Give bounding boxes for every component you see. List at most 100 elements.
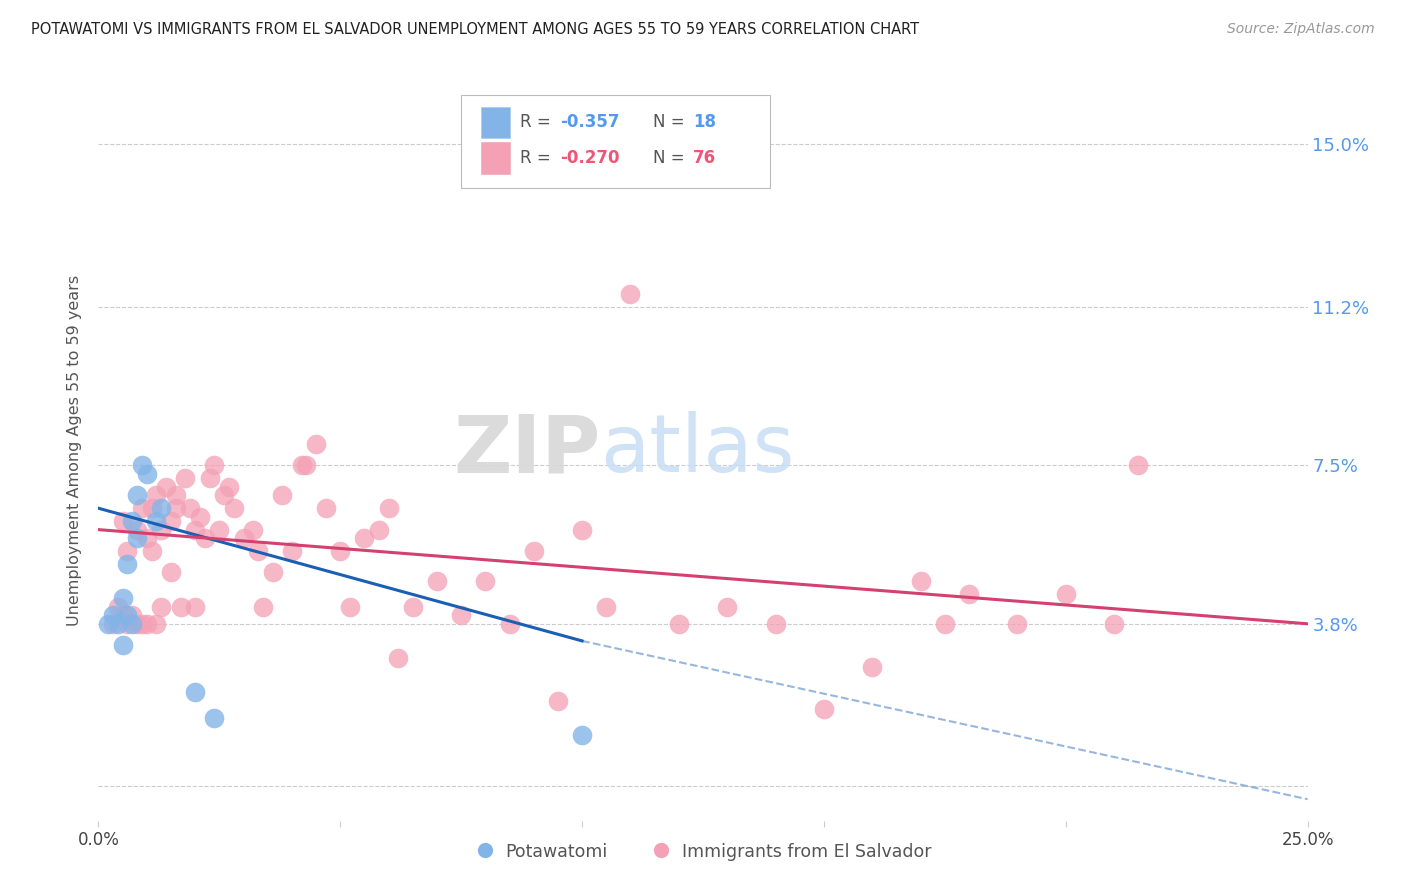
Point (1102, 616, 1125, 631)
Point (111, 638, 134, 652)
Point (315, 501, 337, 516)
Point (571, 523, 593, 537)
Point (117, 616, 139, 631)
Text: R =: R = (520, 113, 557, 131)
Point (121, 608, 143, 623)
Point (860, 659, 883, 673)
Point (353, 531, 375, 545)
Point (127, 616, 149, 631)
Point (523, 544, 546, 558)
Point (368, 523, 391, 537)
Point (450, 608, 472, 623)
Point (179, 501, 201, 516)
Point (252, 599, 274, 614)
Point (111, 514, 134, 528)
Point (141, 544, 163, 558)
Point (101, 616, 124, 631)
Point (131, 501, 153, 516)
Point (174, 471, 197, 485)
Point (247, 544, 270, 558)
Point (194, 531, 217, 545)
Point (131, 616, 153, 631)
Point (135, 467, 157, 481)
Point (329, 544, 352, 558)
Point (97, 616, 120, 631)
Text: R =: R = (520, 149, 557, 167)
Y-axis label: Unemployment Among Ages 55 to 59 years: Unemployment Among Ages 55 to 59 years (67, 275, 83, 626)
Point (204, 711, 226, 725)
Point (150, 501, 173, 516)
Point (716, 599, 738, 614)
Point (155, 480, 177, 494)
Point (934, 616, 956, 631)
Text: -0.270: -0.270 (561, 149, 620, 167)
Text: -0.357: -0.357 (561, 113, 620, 131)
Point (218, 480, 240, 494)
Point (117, 557, 139, 571)
Text: N =: N = (654, 149, 690, 167)
Point (184, 523, 207, 537)
Point (121, 616, 143, 631)
Point (271, 488, 294, 502)
Point (145, 488, 167, 502)
Point (339, 599, 361, 614)
Point (281, 544, 304, 558)
Point (160, 514, 183, 528)
Point (117, 544, 139, 558)
Text: atlas: atlas (600, 411, 794, 490)
Point (127, 531, 149, 545)
Point (127, 523, 149, 537)
Point (141, 501, 163, 516)
Text: ZIP: ZIP (453, 411, 600, 490)
Point (305, 437, 328, 451)
Point (498, 616, 520, 631)
Point (121, 514, 143, 528)
Point (160, 566, 183, 580)
Text: 18: 18 (693, 113, 716, 131)
Point (262, 566, 284, 580)
Point (232, 531, 254, 545)
Point (101, 608, 124, 623)
Point (910, 574, 932, 588)
Text: POTAWATOMI VS IMMIGRANTS FROM EL SALVADOR UNEMPLOYMENT AMONG AGES 55 TO 59 YEARS: POTAWATOMI VS IMMIGRANTS FROM EL SALVADO… (31, 22, 920, 37)
FancyBboxPatch shape (481, 143, 509, 174)
Legend: Potawatomi, Immigrants from El Salvador: Potawatomi, Immigrants from El Salvador (467, 836, 939, 868)
Point (135, 531, 157, 545)
Point (135, 616, 157, 631)
Point (813, 702, 835, 716)
Point (150, 523, 173, 537)
Point (242, 523, 264, 537)
Point (1128, 458, 1150, 473)
Point (957, 587, 980, 601)
Text: N =: N = (654, 113, 690, 131)
Point (184, 599, 207, 614)
Point (188, 509, 211, 524)
FancyBboxPatch shape (481, 107, 509, 138)
Point (127, 488, 149, 502)
Point (111, 608, 134, 623)
Point (474, 574, 496, 588)
Point (198, 471, 221, 485)
Point (150, 599, 173, 614)
Point (107, 599, 129, 614)
Point (402, 599, 425, 614)
Point (131, 458, 153, 473)
FancyBboxPatch shape (461, 95, 769, 187)
Point (668, 616, 690, 631)
Point (387, 651, 409, 665)
Point (222, 501, 245, 516)
Point (290, 458, 312, 473)
Point (426, 574, 449, 588)
Point (377, 501, 399, 516)
Point (1007, 616, 1029, 631)
Point (169, 599, 191, 614)
Text: Source: ZipAtlas.com: Source: ZipAtlas.com (1227, 22, 1375, 37)
Point (184, 685, 207, 699)
Point (145, 616, 167, 631)
Point (165, 488, 187, 502)
Point (1054, 587, 1077, 601)
Point (212, 488, 235, 502)
Point (295, 458, 318, 473)
Point (595, 599, 617, 614)
Point (107, 616, 129, 631)
